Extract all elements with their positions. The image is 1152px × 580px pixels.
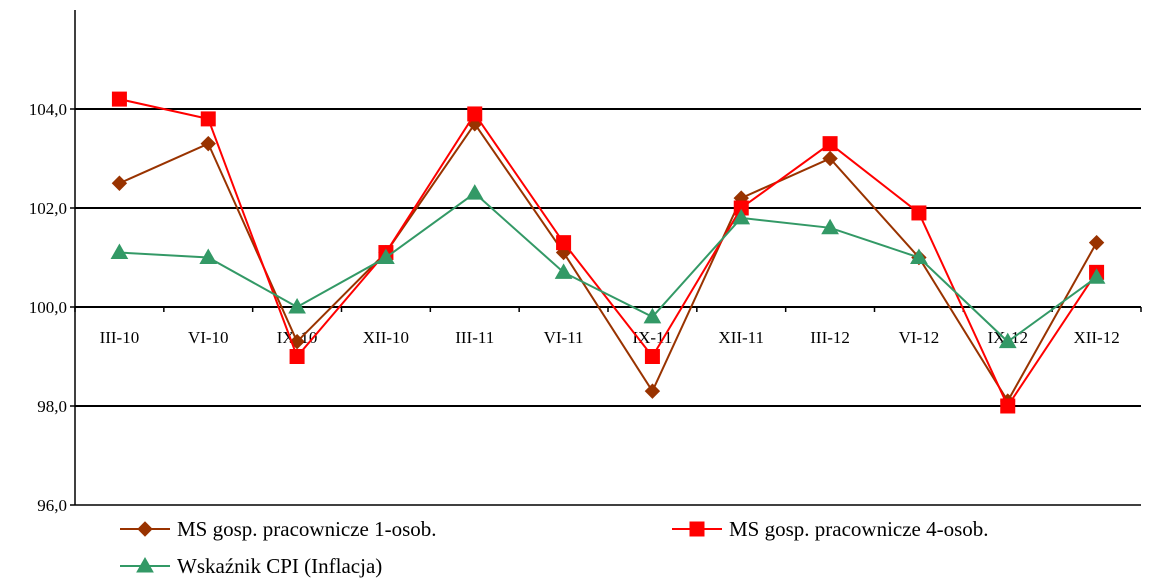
x-tick-label: III-10 (100, 328, 140, 347)
data-point (110, 243, 129, 260)
data-point (998, 332, 1017, 349)
data-point (289, 349, 305, 364)
data-point (1087, 268, 1106, 284)
series-3 (110, 184, 1106, 349)
data-point (732, 208, 751, 225)
data-point (644, 383, 661, 399)
grid-layer (75, 108, 1141, 407)
x-tick-label: VI-10 (188, 328, 229, 347)
series-line (119, 98, 1098, 409)
x-tick-label: XII-10 (363, 328, 409, 347)
series-2 (111, 91, 1105, 414)
data-point (288, 297, 306, 314)
data-point (377, 248, 395, 264)
x-tick-label: XII-11 (718, 328, 764, 347)
x-tick-label: XII-12 (1073, 328, 1119, 347)
y-tick-label: 96,0 (37, 496, 67, 515)
data-point (200, 135, 216, 152)
legend-label: Wskaźnik CPI (Inflacja) (177, 554, 382, 578)
legend-marker (136, 556, 154, 573)
y-tick-label: 104,0 (29, 100, 67, 119)
data-point (111, 91, 127, 107)
data-point (821, 218, 839, 235)
y-tick-label: 100,0 (29, 298, 67, 317)
y-tick-label: 98,0 (37, 397, 67, 416)
data-point (1088, 234, 1105, 251)
data-point (465, 184, 484, 200)
x-tick-label: VI-11 (544, 328, 584, 347)
data-point (822, 150, 838, 167)
legend-entry: MS gosp. pracownicze 1-osob. (120, 517, 437, 541)
series-layer (110, 91, 1106, 414)
data-point (467, 106, 483, 122)
data-point (911, 205, 927, 221)
y-tick-label: 102,0 (29, 199, 67, 218)
data-point (200, 111, 216, 127)
legend-label: MS gosp. pracownicze 4-osob. (729, 517, 989, 541)
legend-entry: Wskaźnik CPI (Inflacja) (120, 554, 382, 578)
axis-layer: 96,098,0100,0102,0104,0III-10VI-10IX-10X… (29, 10, 1142, 515)
x-tick-label: VI-12 (899, 328, 940, 347)
legend-marker (137, 521, 153, 537)
legend-marker (689, 521, 705, 537)
legend-label: MS gosp. pracownicze 1-osob. (177, 517, 437, 541)
data-point (643, 307, 662, 324)
data-point (644, 349, 660, 364)
data-point (111, 175, 128, 191)
data-point (1000, 398, 1016, 414)
series-line (119, 191, 1098, 343)
data-point (556, 235, 572, 251)
data-point (199, 248, 218, 264)
data-point (910, 248, 928, 264)
x-tick-label: III-12 (810, 328, 850, 347)
x-tick-label: III-11 (455, 328, 494, 347)
legend: MS gosp. pracownicze 1-osob. MS gosp. pra… (120, 517, 989, 578)
data-point (822, 136, 838, 152)
data-point (554, 263, 573, 279)
series-line (119, 122, 1098, 404)
legend-entry: MS gosp. pracownicze 4-osob. (672, 517, 989, 541)
